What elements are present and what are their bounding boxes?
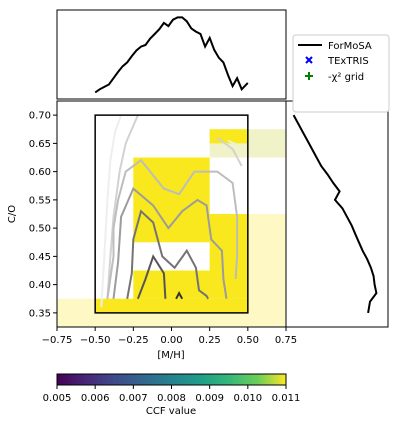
colorbar-label: CCF value xyxy=(146,406,196,417)
contour-line-5 xyxy=(126,209,209,300)
heatmap-cell-3 xyxy=(95,298,248,313)
colorbar-tick-label-6: 0.011 xyxy=(272,393,301,404)
colorbar-gradient xyxy=(56,373,287,386)
heatmap-cells xyxy=(57,129,286,327)
colorbar-tick-label-0: 0.005 xyxy=(43,393,72,404)
colorbar-tick-label-1: 0.006 xyxy=(81,393,110,404)
heatmap-cell-4 xyxy=(133,270,248,299)
contour-line-4 xyxy=(112,186,228,299)
legend-textris-x-icon xyxy=(305,56,313,64)
right-marginal-frame xyxy=(285,100,389,328)
top-marginal-frame xyxy=(56,9,287,100)
y-tick-label-0: 0.35 xyxy=(29,308,51,319)
legend-chi2-plus-icon xyxy=(305,72,313,80)
contour-line-8 xyxy=(227,139,247,150)
right-marginal-formosa-curve xyxy=(292,114,378,314)
colorbar-tick-label-4: 0.009 xyxy=(195,393,224,404)
contour-line-3 xyxy=(106,158,239,299)
contour-line-1 xyxy=(106,114,139,299)
y-axis-label: C/O xyxy=(7,205,18,223)
y-tick-label-5: 0.60 xyxy=(29,167,51,178)
y-tick-label-2: 0.45 xyxy=(29,252,51,263)
x-tick-label-2: −0.25 xyxy=(118,335,149,346)
right-marginal-panel xyxy=(285,100,389,328)
y-tick-label-4: 0.55 xyxy=(29,195,51,206)
contour-line-0 xyxy=(100,114,123,308)
x-tick-label-1: −0.50 xyxy=(80,335,111,346)
top-marginal-formosa-curve xyxy=(94,16,249,94)
grid-extent-box xyxy=(94,114,249,314)
y-axis-ticks: 0.35 0.40 0.45 0.50 0.55 0.60 0.65 0.70 xyxy=(29,111,57,319)
colorbar: 0.005 0.006 0.007 0.008 0.009 0.010 0.011 CCF … xyxy=(43,373,301,417)
y-tick-label-7: 0.70 xyxy=(29,111,51,122)
legend-box xyxy=(292,34,390,113)
legend-label-formosa: ForMoSA xyxy=(328,41,372,52)
y-tick-label-1: 0.40 xyxy=(29,280,51,291)
x-tick-label-3: 0.00 xyxy=(160,335,182,346)
x-axis-label: [M/H] xyxy=(157,350,184,361)
x-tick-label-0: −0.75 xyxy=(42,335,73,346)
top-marginal-panel xyxy=(56,9,287,100)
colorbar-ticks: 0.005 0.006 0.007 0.008 0.009 0.010 0.011 xyxy=(43,385,301,404)
legend: ForMoSA TExTRIS -χ² grid xyxy=(292,34,390,113)
legend-label-chi2-grid: -χ² grid xyxy=(328,72,364,83)
contour-line-7 xyxy=(175,290,184,300)
contour-line-6 xyxy=(136,254,167,300)
main-heatmap-panel: −0.75 −0.50 −0.25 0.00 0.25 0.50 0.75 0.35 0.40… xyxy=(7,100,297,361)
x-axis-ticks: −0.75 −0.50 −0.25 0.00 0.25 0.50 0.75 xyxy=(42,327,297,346)
legend-label-textris: TExTRIS xyxy=(327,56,369,67)
x-tick-label-5: 0.50 xyxy=(237,335,259,346)
y-tick-label-3: 0.50 xyxy=(29,224,51,235)
heatmap-cell-5 xyxy=(209,214,248,271)
x-tick-label-4: 0.25 xyxy=(199,335,221,346)
ccf-contours xyxy=(100,114,247,308)
heatmap-cell-1 xyxy=(247,214,286,299)
colorbar-tick-label-5: 0.010 xyxy=(234,393,263,404)
y-tick-label-6: 0.65 xyxy=(29,139,51,150)
colorbar-tick-label-2: 0.007 xyxy=(119,393,148,404)
x-tick-label-6: 0.75 xyxy=(275,335,297,346)
contour-line-2 xyxy=(216,136,243,167)
colorbar-tick-label-3: 0.008 xyxy=(157,393,186,404)
